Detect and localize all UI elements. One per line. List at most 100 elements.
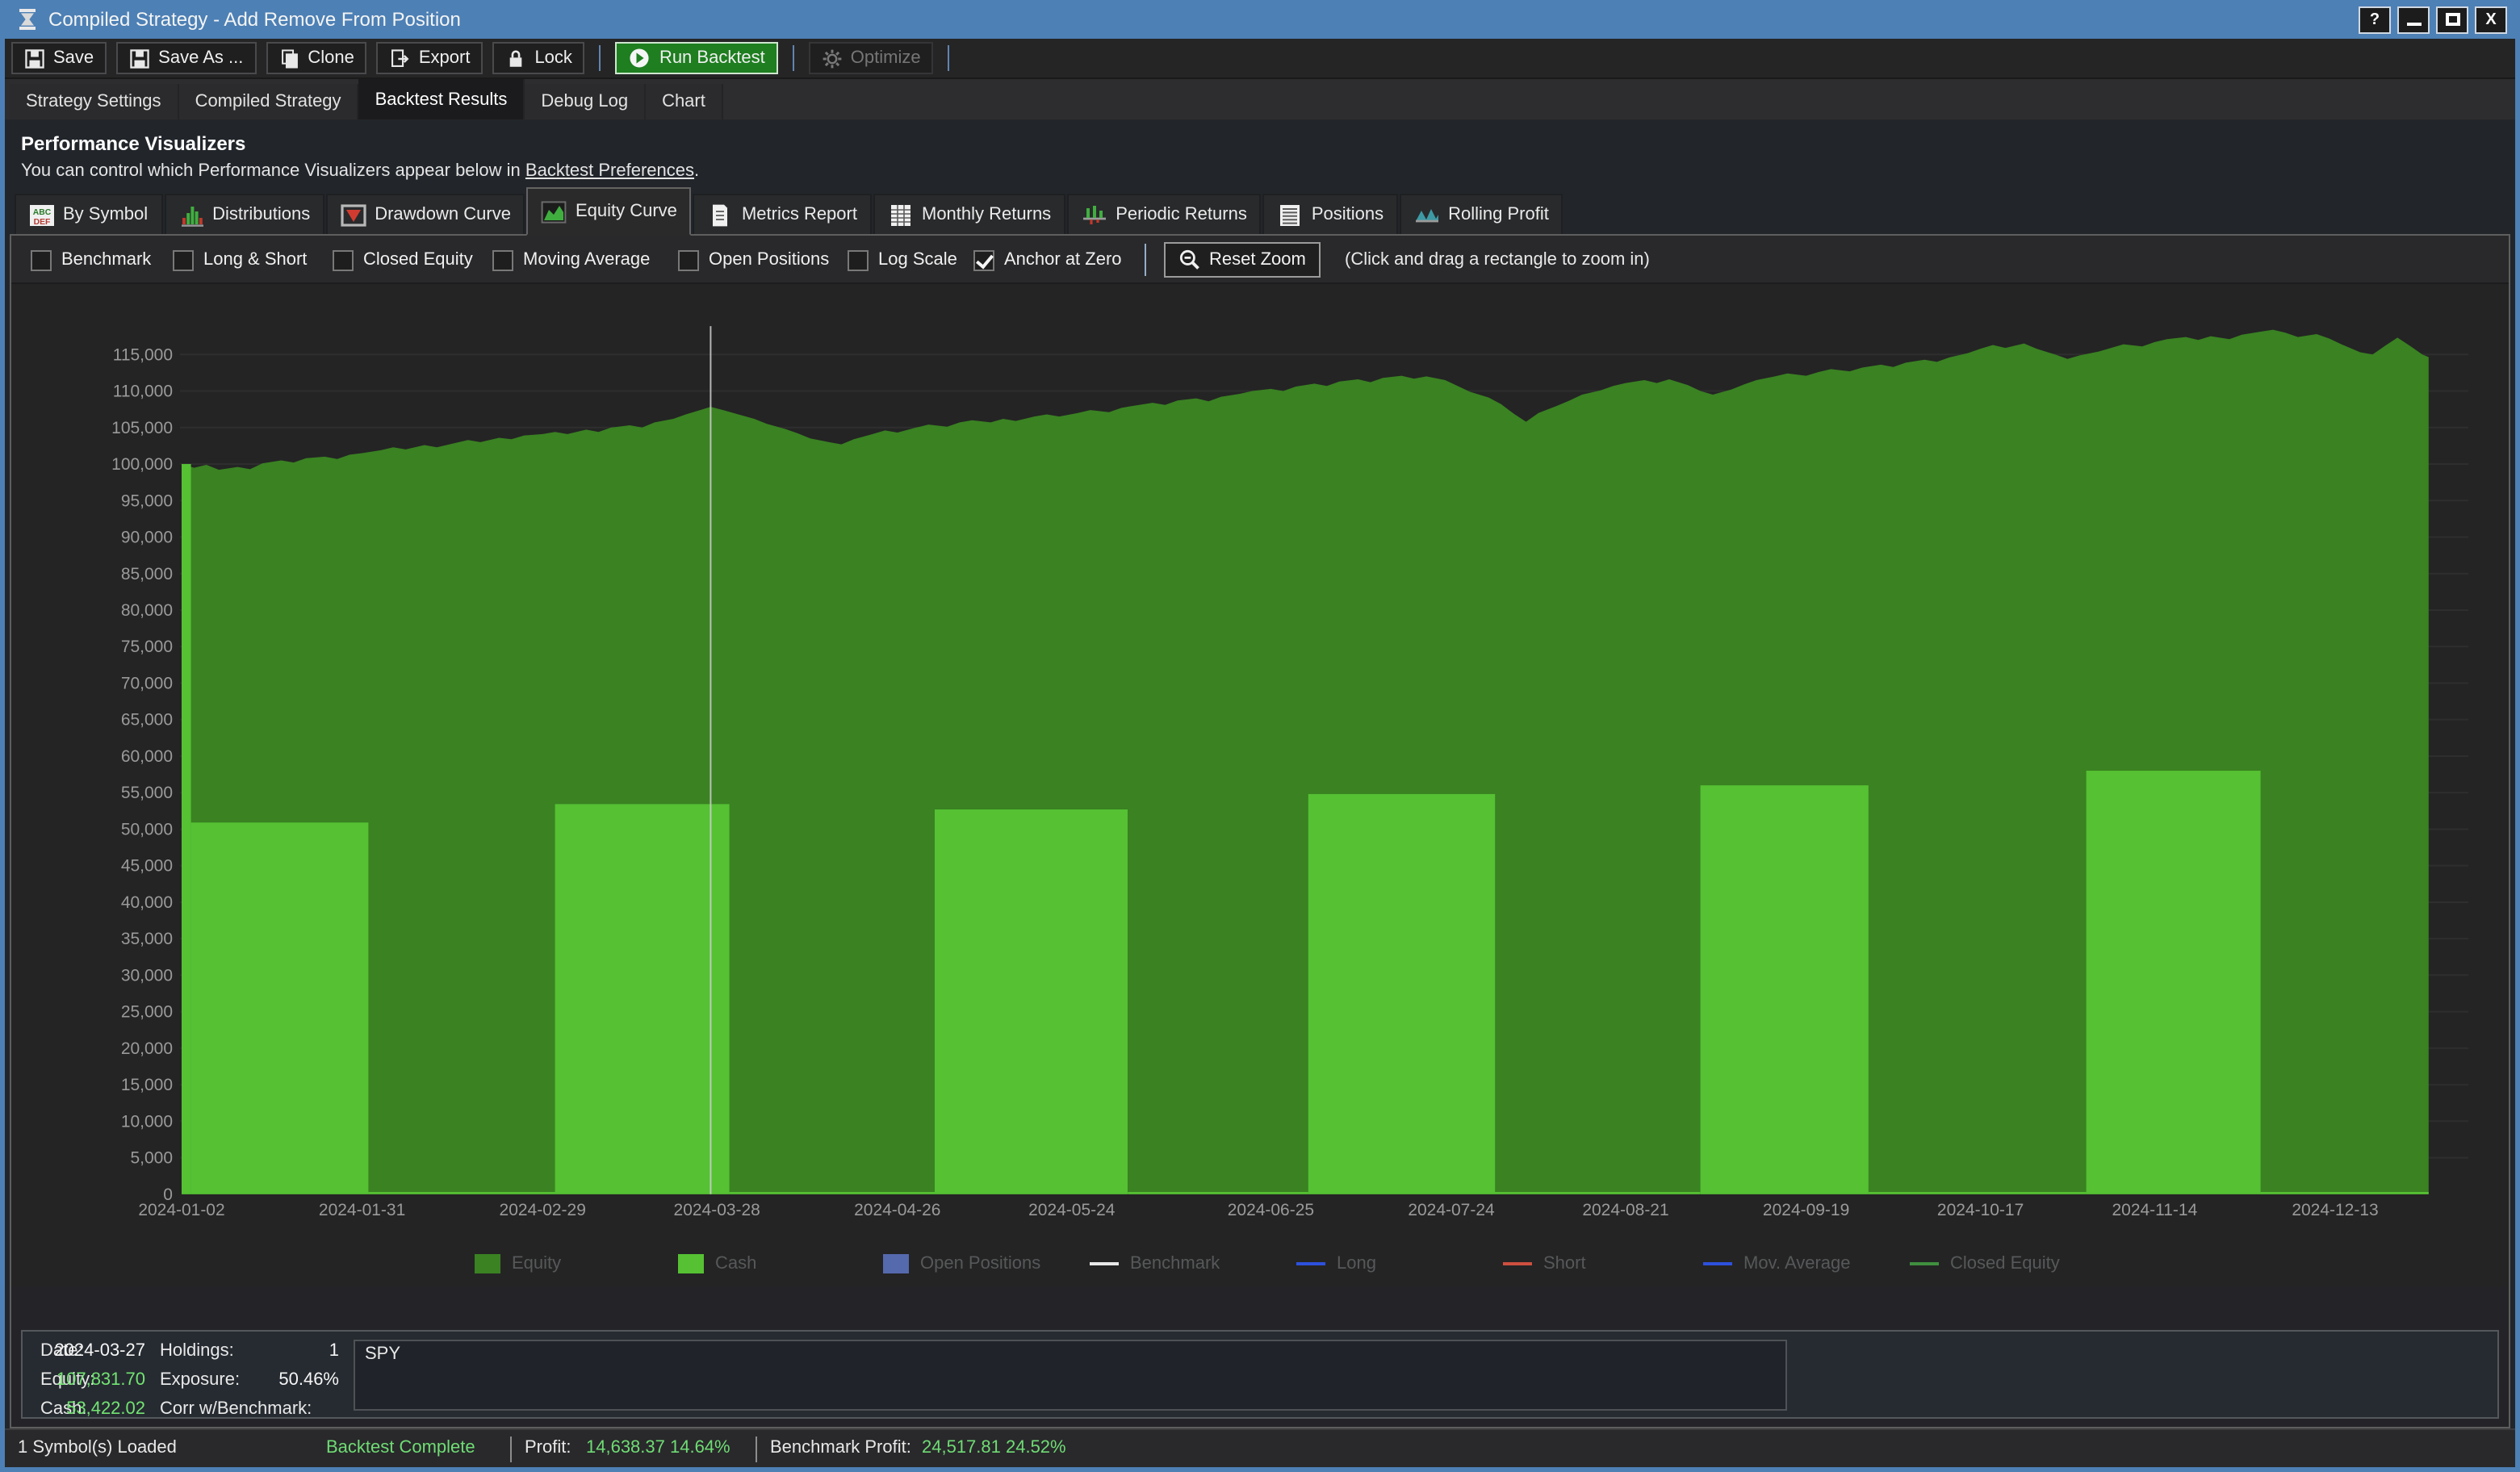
app-icon <box>16 8 39 31</box>
subtab-by-symbol[interactable]: ABCDEF By Symbol <box>15 194 162 234</box>
subtab-label: Distributions <box>212 205 310 224</box>
svg-text:55,000: 55,000 <box>121 784 173 802</box>
monthly-returns-icon <box>888 203 914 227</box>
holdings-label: Holdings: <box>160 1341 234 1361</box>
minimize-button[interactable] <box>2397 6 2430 33</box>
tab-compiled-strategy[interactable]: Compiled Strategy <box>179 84 359 119</box>
periodic-returns-icon <box>1082 203 1107 227</box>
svg-text:30,000: 30,000 <box>121 966 173 985</box>
panel-spacer <box>11 1286 2509 1330</box>
crosshair-info-panel: Date: 2024-03-27 Equity: 107,831.70 Cash… <box>21 1330 2499 1419</box>
svg-text:2024-08-21: 2024-08-21 <box>1582 1201 1668 1219</box>
svg-text:25,000: 25,000 <box>121 1003 173 1022</box>
drawdown-curve-icon <box>341 203 366 227</box>
subtab-distributions[interactable]: Distributions <box>164 194 324 234</box>
svg-text:20,000: 20,000 <box>121 1039 173 1058</box>
corr-benchmark-label: Corr w/Benchmark: <box>160 1399 312 1419</box>
svg-text:2024-12-13: 2024-12-13 <box>2292 1201 2378 1219</box>
checkbox-box <box>492 249 513 270</box>
subtab-equity-curve[interactable]: Equity Curve <box>527 187 692 236</box>
toolbar-separator <box>948 45 950 71</box>
subtab-drawdown-curve[interactable]: Drawdown Curve <box>326 194 525 234</box>
legend-short: Short <box>1503 1241 1586 1286</box>
closed-equity-checkbox[interactable]: Closed Equity <box>333 236 473 284</box>
log-scale-checkbox[interactable]: Log Scale <box>848 236 957 284</box>
controls-separator <box>1145 244 1146 276</box>
backtest-state-text: Backtest Complete <box>326 1438 475 1457</box>
tab-backtest-results[interactable]: Backtest Results <box>359 79 525 119</box>
run-backtest-button[interactable]: Run Backtest <box>616 42 778 74</box>
cash-swatch <box>678 1254 704 1273</box>
moving-average-checkbox[interactable]: Moving Average <box>492 236 650 284</box>
page-subtitle: You can control which Performance Visual… <box>21 161 2499 181</box>
benchmark-profit-label: Benchmark Profit: <box>770 1438 911 1457</box>
metrics-report-icon <box>708 203 734 227</box>
optimize-button[interactable]: Optimize <box>809 42 934 74</box>
long-short-checkbox[interactable]: Long & Short <box>173 236 307 284</box>
subtab-positions[interactable]: Positions <box>1263 194 1398 234</box>
svg-text:5,000: 5,000 <box>130 1149 173 1168</box>
zoom-out-icon <box>1178 249 1201 271</box>
legend-closed-equity: Closed Equity <box>1910 1241 2060 1286</box>
title-bar: Compiled Strategy - Add Remove From Posi… <box>5 0 2515 39</box>
symbol-input[interactable]: SPY <box>354 1340 1787 1411</box>
anchor-at-zero-checkbox[interactable]: Anchor at Zero <box>973 236 1122 284</box>
subtab-monthly-returns[interactable]: Monthly Returns <box>873 194 1065 234</box>
save-button[interactable]: Save <box>11 42 107 74</box>
backtest-preferences-link[interactable]: Backtest Preferences <box>525 161 694 181</box>
save-as-icon <box>129 48 150 69</box>
legend-label: Equity <box>512 1254 561 1273</box>
benchmark-checkbox[interactable]: Benchmark <box>31 236 151 284</box>
maximize-button[interactable] <box>2436 6 2468 33</box>
run-backtest-label: Run Backtest <box>659 48 765 68</box>
toolbar-separator <box>600 45 601 71</box>
subtab-rolling-profit[interactable]: Rolling Profit <box>1400 194 1563 234</box>
equity-curve-chart[interactable]: 05,00010,00015,00020,00025,00030,00035,0… <box>11 284 2509 1241</box>
checkbox-box <box>678 249 699 270</box>
lock-icon <box>505 48 526 69</box>
legend-long: Long <box>1296 1241 1376 1286</box>
reset-zoom-button[interactable]: Reset Zoom <box>1164 242 1321 278</box>
benchmark-profit-value: 24,517.81 24.52% <box>922 1438 1066 1457</box>
subtab-label: Metrics Report <box>742 205 857 224</box>
subtitle-text: You can control which Performance Visual… <box>21 161 525 181</box>
tab-chart[interactable]: Chart <box>646 84 723 119</box>
svg-text:90,000: 90,000 <box>121 528 173 546</box>
legend-cash: Cash <box>678 1241 756 1286</box>
subtab-metrics-report[interactable]: Metrics Report <box>693 194 872 234</box>
svg-text:DEF: DEF <box>34 217 51 226</box>
save-icon <box>24 48 45 69</box>
save-as-label: Save As ... <box>158 48 243 68</box>
chart-legend: Equity Cash Open Positions Benchmark Lon… <box>11 1241 2509 1286</box>
open-positions-checkbox[interactable]: Open Positions <box>678 236 829 284</box>
by-symbol-icon: ABCDEF <box>29 203 55 227</box>
checkbox-label: Open Positions <box>709 250 829 270</box>
close-button[interactable]: X <box>2475 6 2507 33</box>
status-separator <box>510 1436 512 1462</box>
distributions-icon <box>178 203 204 227</box>
subtitle-period: . <box>694 161 699 181</box>
profit-label: Profit: <box>525 1438 571 1457</box>
equity-value: 107,831.70 <box>45 1370 145 1390</box>
save-as-button[interactable]: Save As ... <box>116 42 256 74</box>
legend-label: Cash <box>715 1254 756 1273</box>
status-bar: 1 Symbol(s) Loaded Backtest Complete Pro… <box>5 1428 2515 1467</box>
tab-debug-log[interactable]: Debug Log <box>525 84 646 119</box>
subtab-label: By Symbol <box>63 205 148 224</box>
mov-average-swatch <box>1703 1262 1732 1265</box>
svg-text:2024-09-19: 2024-09-19 <box>1763 1201 1849 1219</box>
clone-label: Clone <box>308 48 354 68</box>
help-button[interactable]: ? <box>2359 6 2391 33</box>
svg-text:70,000: 70,000 <box>121 674 173 692</box>
status-separator <box>756 1436 757 1462</box>
benchmark-swatch <box>1090 1262 1119 1265</box>
equity-curve-icon <box>542 199 567 224</box>
svg-text:2024-04-26: 2024-04-26 <box>854 1201 940 1219</box>
subtab-periodic-returns[interactable]: Periodic Returns <box>1067 194 1262 234</box>
export-button[interactable]: Export <box>377 42 483 74</box>
clone-button[interactable]: Clone <box>266 42 367 74</box>
profit-value: 14,638.37 14.64% <box>586 1438 730 1457</box>
lock-button[interactable]: Lock <box>492 42 585 74</box>
tab-strategy-settings[interactable]: Strategy Settings <box>10 84 179 119</box>
svg-text:2024-11-14: 2024-11-14 <box>2112 1201 2198 1219</box>
